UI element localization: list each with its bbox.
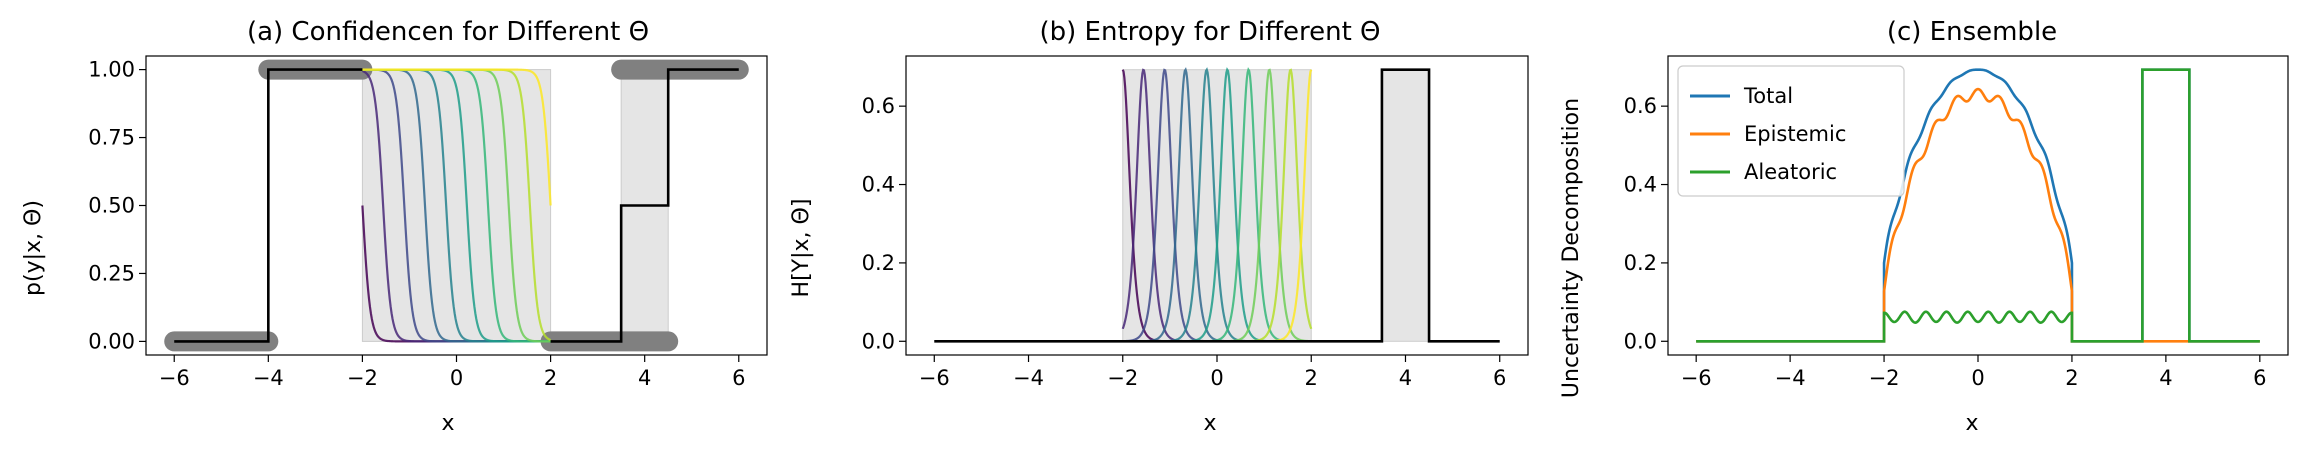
panel-b-xtick-label: 2: [1305, 366, 1318, 390]
panel-b-xlabel: x: [1203, 411, 1216, 436]
panel-a-xtick-label: −4: [253, 366, 284, 390]
panel-a-ytick-label: 0.75: [88, 126, 135, 150]
panel-a-step-line: [550, 68, 739, 343]
panel-a-ytick-label: 0.50: [88, 194, 135, 218]
panel-a: (a) Confidencen for Different Θ p(y|x, Θ…: [21, 17, 768, 436]
panel-c-title: (c) Ensemble: [1887, 17, 2057, 47]
panel-c-xtick-label: −6: [1681, 366, 1712, 390]
panel-c-legend-label: Total: [1743, 84, 1793, 108]
panel-c-legend-label: Epistemic: [1744, 122, 1846, 146]
panel-b-xtick-label: 4: [1399, 366, 1412, 390]
panel-b-ytick-label: 0.4: [862, 173, 895, 197]
panel-a-ytick-label: 0.00: [88, 329, 135, 353]
panel-c-total-line: [1696, 68, 2260, 343]
panel-b-shaded-region: [1381, 69, 1430, 342]
panel-b: (b) Entropy for Different Θ H[Y|x, Θ] x …: [789, 17, 1529, 436]
panel-a-xtick-label: 6: [732, 366, 745, 390]
panel-a-ylabel: p(y|x, Θ): [21, 200, 46, 296]
panel-b-shaded-region: [1122, 69, 1312, 342]
panel-b-title: (b) Entropy for Different Θ: [1039, 17, 1380, 47]
panel-a-ytick-label: 1.00: [88, 58, 135, 82]
panel-c-ylabel: Uncertainty Decomposition: [1559, 98, 1584, 398]
panel-a-sigmoid-curve: [362, 68, 552, 206]
panel-c-aleatoric-line: [1696, 68, 2260, 343]
panel-b-xtick-label: −2: [1107, 366, 1138, 390]
panel-a-ytick-label: 0.25: [88, 261, 135, 285]
panel-c-xtick-label: 4: [2159, 366, 2172, 390]
panel-c: (c) Ensemble Uncertainty Decomposition x…: [1559, 17, 2289, 436]
panel-b-ytick-label: 0.6: [862, 94, 895, 118]
panel-c-xtick-label: 6: [2253, 366, 2266, 390]
panel-a-xlabel: x: [441, 411, 454, 436]
panel-c-xtick-label: −2: [1869, 366, 1900, 390]
panel-b-xtick-label: 6: [1493, 366, 1506, 390]
panel-a-xtick-label: −2: [347, 366, 378, 390]
panel-c-xlabel: x: [1965, 411, 1978, 436]
panel-b-step-line: [934, 68, 1500, 343]
panel-c-ytick-label: 0.4: [1624, 173, 1657, 197]
panel-b-xtick-label: 0: [1210, 366, 1223, 390]
panel-c-ytick-label: 0.6: [1624, 94, 1657, 118]
panel-c-xtick-label: −4: [1775, 366, 1806, 390]
panel-b-xtick-label: −4: [1013, 366, 1044, 390]
panel-c-legend-box: [1677, 65, 1905, 197]
panel-c-xtick-label: 2: [2065, 366, 2078, 390]
panel-c-epistemic-line: [1696, 87, 2260, 343]
panel-a-xtick-label: 2: [544, 366, 557, 390]
panel-c-legend-label: Aleatoric: [1744, 160, 1837, 184]
panel-c-xtick-label: 0: [1971, 366, 1984, 390]
panel-a-xtick-label: 4: [638, 366, 651, 390]
panel-b-ytick-label: 0.0: [862, 329, 895, 353]
panel-b-xtick-label: −6: [919, 366, 950, 390]
panel-a-step-line: [174, 68, 363, 343]
panel-a-xtick-label: −6: [159, 366, 190, 390]
panel-a-xtick-label: 0: [450, 366, 463, 390]
panel-b-ylabel: H[Y|x, Θ]: [789, 199, 814, 298]
panel-a-shaded-region: [361, 69, 552, 342]
panel-b-ytick-label: 0.2: [862, 251, 895, 275]
panel-a-title: (a) Confidencen for Different Θ: [247, 17, 649, 47]
panel-c-ytick-label: 0.2: [1624, 251, 1657, 275]
panel-c-ytick-label: 0.0: [1624, 329, 1657, 353]
